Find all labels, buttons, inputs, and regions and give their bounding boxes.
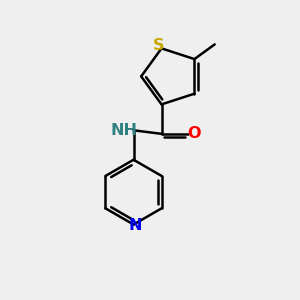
Text: NH: NH xyxy=(111,123,138,138)
Text: N: N xyxy=(128,218,142,233)
Text: S: S xyxy=(153,38,164,53)
Text: O: O xyxy=(188,126,201,141)
